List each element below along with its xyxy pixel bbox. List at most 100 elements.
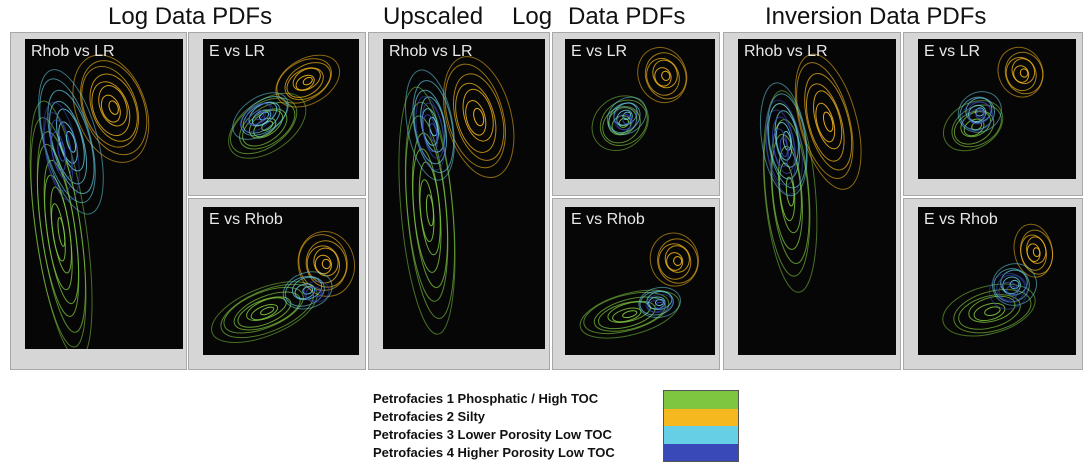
density-contour — [248, 102, 278, 127]
density-contour — [658, 243, 692, 280]
density-contour — [649, 232, 699, 287]
ups-rhob-lr-p1-cluster — [398, 86, 456, 335]
inv-rhob-lr-p4-cluster — [764, 99, 803, 195]
density-contour — [638, 286, 681, 318]
legend-swatch-p3 — [664, 426, 738, 444]
ups-e-lr-p4-cluster — [613, 106, 638, 131]
density-contour — [453, 73, 505, 161]
density-contour — [768, 103, 801, 180]
density-contour — [1013, 223, 1054, 278]
density-contour — [673, 256, 683, 266]
density-contour — [284, 275, 325, 307]
density-contour — [314, 254, 332, 275]
ups-e-lr-contours — [591, 46, 688, 151]
legend-swatch-p2 — [664, 408, 738, 426]
density-contour — [975, 110, 985, 119]
density-contour — [969, 108, 986, 124]
inv-e-rhob-p2-cluster — [1013, 223, 1054, 278]
density-contour — [56, 108, 85, 172]
density-contour — [1020, 229, 1054, 275]
ups-e-rhob-p4-cluster — [645, 293, 674, 313]
ups-e-lr-panel: E vs LR — [552, 32, 720, 196]
log-rhob-lr-label: Rhob vs LR — [31, 43, 115, 60]
density-contour — [647, 299, 667, 313]
inv-rhob-lr-label: Rhob vs LR — [744, 43, 828, 60]
density-contour — [245, 103, 272, 126]
density-contour — [957, 91, 1002, 133]
density-contour — [295, 74, 315, 91]
density-contour — [942, 283, 1036, 337]
density-contour — [616, 113, 633, 131]
inv-rhob-lr-contours — [759, 53, 862, 293]
density-contour — [89, 73, 138, 142]
density-contour — [282, 271, 333, 310]
density-contour — [291, 276, 323, 301]
density-contour — [961, 101, 994, 132]
density-contour — [321, 258, 331, 270]
density-contour — [646, 57, 680, 96]
density-contour — [80, 60, 148, 156]
ups-e-rhob-label: E vs Rhob — [571, 211, 645, 228]
density-contour — [996, 274, 1026, 303]
density-contour — [785, 176, 795, 207]
density-contour — [639, 290, 674, 316]
density-contour — [943, 100, 1004, 152]
log-e-lr-label: E vs LR — [209, 43, 266, 60]
density-contour — [968, 295, 1016, 323]
density-contour — [275, 54, 341, 108]
density-contour — [622, 310, 638, 319]
title-inversion-data-pdfs: Inversion Data PDFs — [765, 3, 987, 30]
ups-e-lr-plot: E vs LR — [565, 39, 715, 179]
density-contour — [959, 96, 995, 131]
density-contour — [254, 111, 265, 120]
density-contour — [997, 46, 1044, 98]
density-contour — [622, 115, 632, 125]
density-contour — [72, 54, 150, 163]
legend-label-p2: Petrofacies 2 Silty — [373, 409, 485, 424]
density-contour — [1004, 51, 1044, 95]
density-contour — [305, 286, 323, 302]
log-rhob-lr-p4-cluster — [43, 101, 80, 201]
density-contour — [771, 133, 803, 250]
density-contour — [822, 111, 834, 132]
log-e-lr-panel: E vs LR — [188, 32, 366, 196]
log-e-rhob-plot: E vs Rhob — [203, 207, 359, 355]
density-contour — [412, 80, 455, 173]
density-contour — [654, 67, 672, 87]
log-e-rhob-p2-cluster — [297, 231, 356, 297]
ups-rhob-lr-p4-cluster — [415, 96, 446, 171]
density-contour — [597, 300, 656, 330]
ups-e-lr-p1-cluster — [591, 95, 649, 151]
inv-e-rhob-p4-cluster — [989, 272, 1028, 310]
density-contour — [958, 294, 1021, 330]
log-rhob-lr-contours — [29, 54, 150, 349]
density-contour — [65, 131, 77, 153]
density-contour — [774, 110, 799, 168]
log-rhob-lr-p2-cluster — [72, 54, 150, 163]
legend-swatch-p1 — [664, 391, 738, 409]
inv-rhob-lr-p2-cluster — [794, 53, 862, 190]
legend-label-p1: Petrofacies 1 Phosphatic / High TOC — [373, 391, 599, 406]
ups-e-rhob-p1-cluster — [579, 289, 680, 339]
density-contour — [1006, 285, 1017, 296]
density-contour — [966, 101, 991, 125]
density-contour — [591, 95, 649, 151]
inv-e-lr-p2-cluster — [997, 46, 1044, 98]
density-contour — [804, 72, 853, 171]
density-contour — [989, 272, 1028, 310]
log-rhob-lr-p3-cluster — [38, 69, 104, 215]
inv-rhob-lr-plot: Rhob vs LR — [738, 39, 896, 355]
density-contour — [973, 302, 1006, 322]
title-log-data-pdfs: Log Data PDFs — [108, 3, 273, 30]
density-contour — [284, 62, 331, 101]
density-contour — [664, 245, 690, 273]
log-e-lr-p2-cluster — [275, 54, 341, 108]
density-contour — [815, 102, 836, 143]
density-contour — [313, 247, 339, 277]
log-e-rhob-panel: E vs Rhob — [188, 198, 366, 370]
inv-e-rhob-p1-cluster — [942, 283, 1036, 337]
density-contour — [998, 281, 1019, 301]
density-contour — [637, 46, 688, 104]
density-contour — [242, 108, 288, 147]
density-contour — [644, 52, 687, 100]
